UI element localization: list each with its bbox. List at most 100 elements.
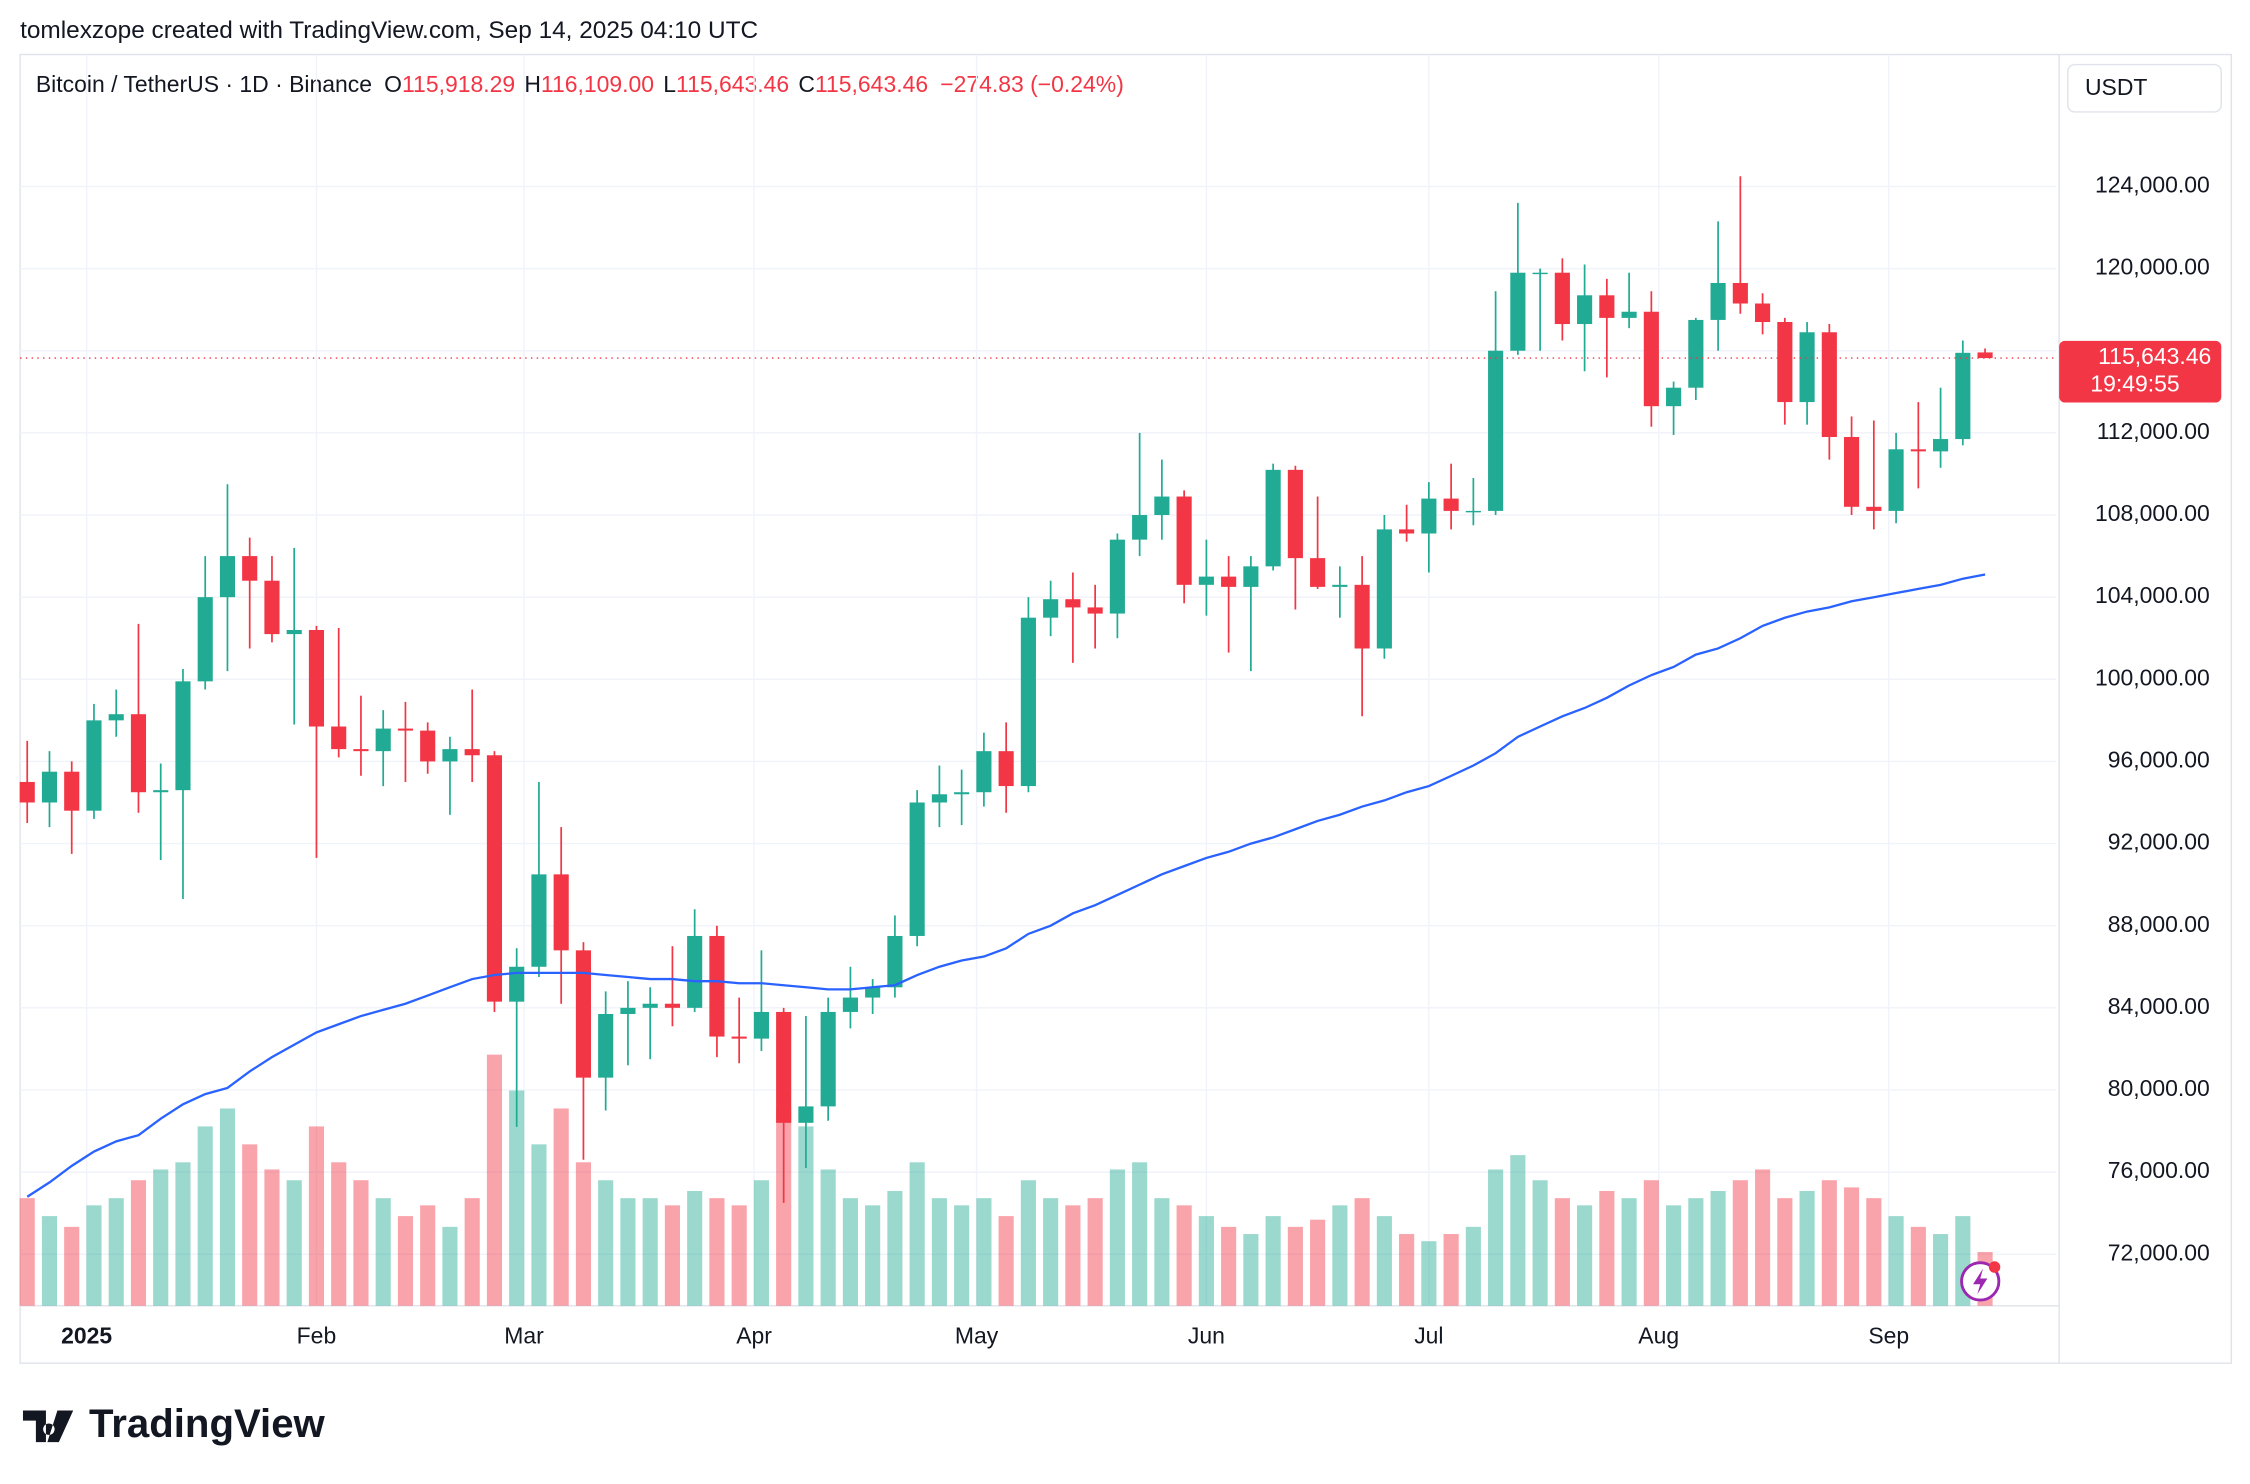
volume-bar bbox=[442, 1226, 458, 1306]
candle-body bbox=[1087, 607, 1103, 614]
volume-bar bbox=[1354, 1198, 1370, 1306]
y-tick-label: 120,000.00 bbox=[2095, 254, 2210, 280]
x-tick-label: Aug bbox=[1638, 1322, 1679, 1348]
volume-bar bbox=[642, 1198, 658, 1306]
volume-bar bbox=[1332, 1205, 1348, 1306]
volume-bar bbox=[1755, 1169, 1771, 1306]
volume-bar bbox=[1844, 1187, 1860, 1306]
volume-bar bbox=[1577, 1205, 1593, 1306]
volume-bar bbox=[1154, 1198, 1170, 1306]
candle-body bbox=[798, 1106, 814, 1123]
candle-body bbox=[1955, 352, 1971, 440]
y-tick-label: 124,000.00 bbox=[2095, 172, 2210, 198]
candle-body bbox=[1554, 272, 1570, 325]
volume-bar bbox=[108, 1198, 124, 1306]
candle-body bbox=[1176, 496, 1192, 585]
candle-body bbox=[709, 935, 725, 1037]
candle-body bbox=[1532, 272, 1548, 275]
y-tick-label: 88,000.00 bbox=[2108, 911, 2210, 937]
volume-bar bbox=[976, 1198, 992, 1306]
moving-average-line bbox=[26, 573, 1986, 1198]
volume-bar bbox=[1443, 1234, 1459, 1306]
volume-bar bbox=[1376, 1216, 1392, 1306]
candle-body bbox=[1020, 617, 1036, 787]
volume-bar bbox=[197, 1126, 213, 1306]
volume-bar bbox=[1198, 1216, 1214, 1306]
candle-body bbox=[1666, 387, 1682, 407]
candle-body bbox=[108, 714, 124, 721]
candle-body bbox=[1198, 576, 1214, 585]
volume-bar bbox=[1176, 1205, 1192, 1306]
y-tick-label: 92,000.00 bbox=[2108, 829, 2210, 855]
volume-bar bbox=[1399, 1234, 1415, 1306]
candle-body bbox=[1888, 449, 1904, 511]
volume-bar bbox=[375, 1198, 391, 1306]
lightning-icon[interactable] bbox=[1960, 1261, 2001, 1302]
volume-bar bbox=[1465, 1226, 1481, 1306]
y-tick-label: 108,000.00 bbox=[2095, 500, 2210, 526]
countdown-label: 19:49:55 bbox=[2090, 370, 2179, 396]
volume-bar bbox=[664, 1205, 680, 1306]
candle-body bbox=[486, 755, 503, 1002]
candle-body bbox=[776, 1011, 792, 1123]
volume-bar bbox=[865, 1205, 881, 1306]
volume-bar bbox=[1799, 1190, 1815, 1306]
candle-body bbox=[1443, 498, 1459, 511]
volume-bar bbox=[1510, 1155, 1526, 1306]
x-tick-label: Feb bbox=[297, 1322, 337, 1348]
candle-body bbox=[375, 728, 391, 752]
volume-bar bbox=[1488, 1169, 1504, 1306]
candle-body bbox=[976, 751, 992, 793]
volume-layer bbox=[19, 1054, 1993, 1306]
volume-bar bbox=[1732, 1180, 1748, 1306]
volume-bar bbox=[1532, 1180, 1548, 1306]
candle-body bbox=[842, 997, 858, 1012]
candle-body bbox=[331, 726, 347, 750]
candle-body bbox=[1933, 439, 1949, 452]
volume-bar bbox=[998, 1216, 1014, 1306]
candle-body bbox=[998, 751, 1014, 787]
candle-body bbox=[19, 781, 35, 803]
volume-bar bbox=[1933, 1234, 1949, 1306]
volume-bar bbox=[509, 1090, 525, 1306]
candle-body bbox=[1777, 321, 1793, 403]
volume-bar bbox=[1221, 1226, 1237, 1306]
volume-bar bbox=[909, 1162, 925, 1306]
volume-bar bbox=[1287, 1226, 1303, 1306]
candle-body bbox=[865, 987, 881, 998]
currency-button[interactable] bbox=[2067, 63, 2223, 113]
candle-body bbox=[1265, 469, 1281, 567]
x-tick-label: Jun bbox=[1188, 1322, 1225, 1348]
candle-body bbox=[286, 630, 302, 635]
volume-bar bbox=[397, 1216, 414, 1306]
legend-l-label: L bbox=[663, 71, 676, 97]
volume-bar bbox=[1421, 1241, 1437, 1306]
volume-bar bbox=[776, 1108, 792, 1306]
candle-body bbox=[64, 771, 80, 811]
candle-body bbox=[219, 556, 236, 598]
last-price-label: 115,643.46 bbox=[2098, 343, 2211, 369]
candle-body bbox=[41, 771, 58, 803]
volume-bar bbox=[486, 1054, 503, 1306]
candle-body bbox=[1577, 295, 1593, 325]
volume-bar bbox=[464, 1198, 480, 1306]
volume-bar bbox=[19, 1198, 35, 1306]
candle-body bbox=[130, 714, 147, 793]
volume-bar bbox=[954, 1205, 970, 1306]
candle-body bbox=[1376, 529, 1392, 649]
candle-body bbox=[175, 681, 191, 791]
x-tick-label: Mar bbox=[504, 1322, 544, 1348]
candle-body bbox=[308, 630, 325, 727]
volume-bar bbox=[575, 1162, 591, 1306]
y-tick-label: 100,000.00 bbox=[2095, 664, 2210, 690]
volume-bar bbox=[264, 1169, 280, 1306]
volume-bar bbox=[887, 1190, 903, 1306]
volume-bar bbox=[931, 1198, 947, 1306]
volume-bar bbox=[1109, 1169, 1125, 1306]
volume-bar bbox=[620, 1198, 636, 1306]
candle-body bbox=[509, 966, 525, 1002]
x-tick-label: Apr bbox=[736, 1322, 772, 1348]
candle-body bbox=[1465, 510, 1481, 513]
volume-bar bbox=[175, 1162, 191, 1306]
volume-bar bbox=[130, 1180, 147, 1306]
